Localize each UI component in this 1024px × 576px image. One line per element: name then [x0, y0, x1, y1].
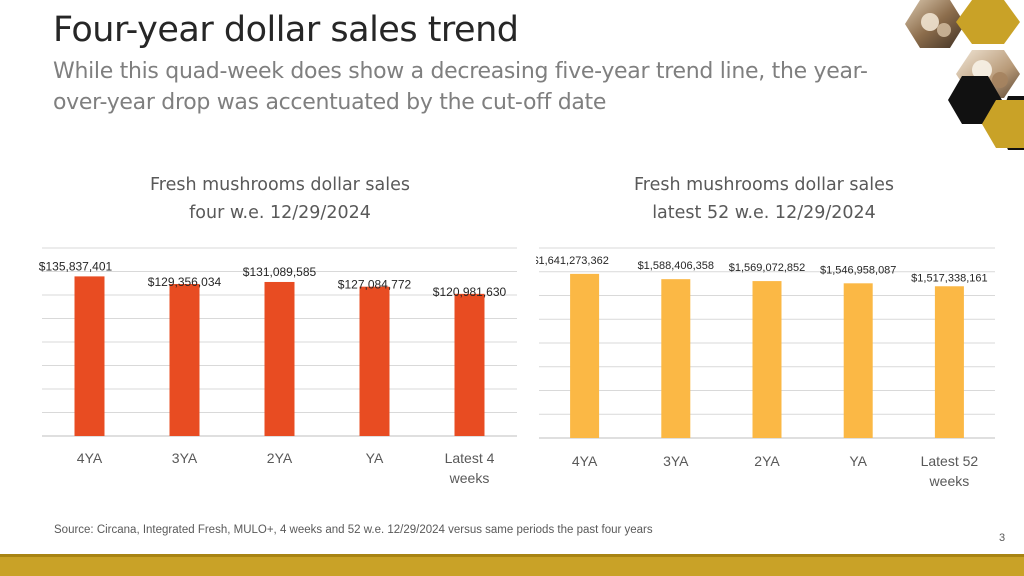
left-data-label-3: $131,089,585: [243, 265, 317, 279]
left-data-label-1: $135,837,401: [39, 259, 113, 273]
right-category-label-1: 4YA: [572, 453, 598, 469]
right-category-label-5-line-2: weeks: [929, 473, 970, 489]
page-subtitle: While this quad-week does show a decreas…: [53, 59, 868, 115]
page-number: 3: [999, 532, 1006, 544]
right-bar-chart: $1,641,273,362 4YA $1,588,406,358 3YA $1,569…: [536, 247, 995, 489]
left-data-label-5: $120,981,630: [433, 285, 507, 299]
right-chart-title: Fresh mushrooms dollar sales latest 52 w…: [572, 171, 956, 227]
left-chart-title: Fresh mushrooms dollar sales four w.e. 1…: [88, 171, 472, 227]
right-data-label-3: $1,569,072,852: [729, 262, 805, 274]
right-chart-title-line-1: Fresh mushrooms dollar sales: [633, 175, 895, 195]
page-title: Four-year dollar sales trend: [53, 10, 519, 50]
left-bar-1: [74, 276, 105, 436]
right-data-label-4: $1,546,958,087: [820, 264, 896, 276]
right-data-label-1: $1,641,273,362: [536, 255, 609, 267]
left-bar-4: [359, 286, 390, 436]
left-bar-5: [454, 293, 485, 436]
left-bar-3: [264, 281, 295, 436]
right-category-label-3: 2YA: [754, 453, 780, 469]
hex-black-1: [948, 76, 1002, 124]
left-category-label-4: YA: [366, 450, 384, 466]
left-data-label-4: $127,084,772: [338, 278, 412, 292]
right-category-label-5: Latest 52: [921, 453, 979, 469]
left-chart-title-line-1: Fresh mushrooms dollar sales: [149, 175, 411, 195]
left-category-label-5: Latest 4: [445, 450, 495, 466]
mushroom-honeycomb-image: [905, 0, 1024, 150]
right-category-label-4: YA: [849, 453, 867, 469]
left-data-label-2: $129,356,034: [148, 275, 222, 289]
hex-gold-2: [982, 100, 1024, 148]
right-data-label-2: $1,588,406,358: [638, 260, 714, 272]
left-category-label-2: 3YA: [172, 450, 198, 466]
left-category-label-1: 4YA: [77, 450, 103, 466]
footer-bar: [0, 554, 1024, 576]
right-bar-2: [661, 279, 691, 438]
hex-gold-1: [956, 0, 1020, 44]
right-bar-1: [570, 273, 600, 438]
right-bar-5: [934, 286, 964, 438]
right-chart-title-line-2: latest 52 w.e. 12/29/2024: [652, 203, 876, 223]
right-bar-3: [752, 281, 782, 438]
source-note: Source: Circana, Integrated Fresh, MULO+…: [54, 524, 653, 536]
right-bar-4: [843, 283, 873, 438]
left-chart-title-line-2: four w.e. 12/29/2024: [189, 203, 371, 223]
left-bar-chart: $135,837,401 4YA $129,356,034 3YA $131,089,5…: [39, 247, 517, 486]
left-category-label-5-line-2: weeks: [449, 470, 490, 486]
right-data-label-5: $1,517,338,161: [911, 272, 987, 284]
left-category-label-3: 2YA: [267, 450, 293, 466]
right-category-label-2: 3YA: [663, 453, 689, 469]
left-bar-2: [169, 284, 200, 436]
